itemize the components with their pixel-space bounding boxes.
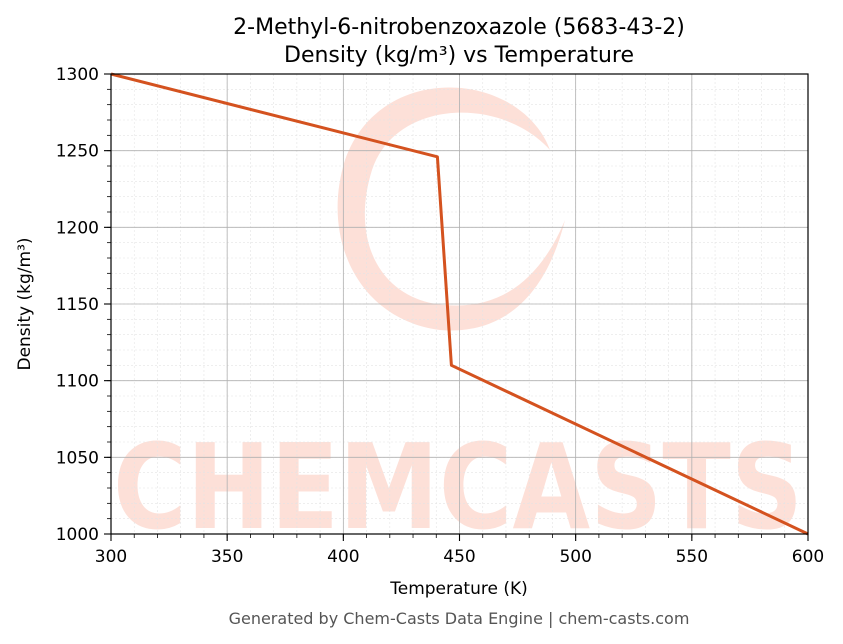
x-tick-label: 550 bbox=[676, 547, 708, 567]
x-tick-label: 400 bbox=[327, 547, 359, 567]
x-tick-label: 350 bbox=[211, 547, 243, 567]
x-tick-label: 600 bbox=[792, 547, 824, 567]
x-axis-ticks: 300 350 400 450 500 550 600 bbox=[95, 534, 824, 567]
watermark-text: CHEMCASTS bbox=[113, 418, 803, 556]
x-axis-label: Temperature (K) bbox=[389, 579, 528, 599]
y-tick-label: 1300 bbox=[56, 65, 99, 85]
watermark-swirl-icon bbox=[337, 87, 565, 331]
x-tick-label: 300 bbox=[95, 547, 127, 567]
y-tick-label: 1200 bbox=[56, 218, 99, 238]
chart-subtitle: Density (kg/m³) vs Temperature bbox=[284, 43, 634, 68]
y-tick-label: 1000 bbox=[56, 525, 99, 545]
footer-credit: Generated by Chem-Casts Data Engine | ch… bbox=[229, 609, 690, 628]
x-tick-label: 450 bbox=[443, 547, 475, 567]
y-tick-label: 1100 bbox=[56, 372, 99, 392]
watermark: CHEMCASTS bbox=[113, 87, 803, 556]
x-tick-label: 500 bbox=[559, 547, 591, 567]
y-tick-label: 1050 bbox=[56, 448, 99, 468]
density-series-line bbox=[110, 72, 809, 536]
chart-title: 2-Methyl-6-nitrobenzoxazole (5683-43-2) bbox=[233, 15, 685, 40]
y-axis-ticks: 1000 1050 1100 1150 1200 1250 1300 bbox=[56, 65, 111, 545]
y-tick-label: 1250 bbox=[56, 142, 99, 162]
y-tick-label: 1150 bbox=[56, 295, 99, 315]
y-axis-label: Density (kg/m³) bbox=[15, 237, 35, 370]
